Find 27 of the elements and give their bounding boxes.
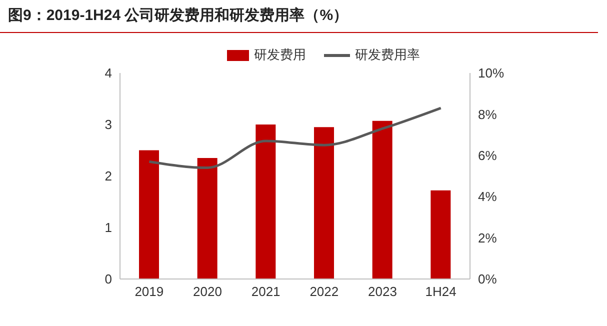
bar <box>139 150 159 279</box>
x-tick-label: 2019 <box>134 284 164 300</box>
x-tick-label: 2021 <box>251 284 280 300</box>
y2-tick-label: 0% <box>478 272 498 287</box>
y2-tick-label: 8% <box>478 106 498 122</box>
y-tick-label: 3 <box>104 117 112 132</box>
line-series <box>148 106 442 170</box>
chart-title: 图9：2019-1H24 公司研发费用和研发费用率（%） <box>0 0 598 33</box>
y-tick-label: 2 <box>104 168 112 184</box>
legend-label: 研发费用 <box>254 46 306 64</box>
y-tick-label: 0 <box>104 272 112 287</box>
y2-tick-label: 2% <box>478 230 498 246</box>
y-tick-label: 1 <box>104 220 112 236</box>
y2-tick-label: 4% <box>478 189 498 204</box>
bar <box>430 190 451 279</box>
y-tick-label: 4 <box>104 66 112 81</box>
bar <box>314 127 334 279</box>
bar <box>197 158 218 279</box>
legend-label: 研发费用率 <box>355 46 420 64</box>
x-tick-label: 2020 <box>193 284 222 300</box>
y2-tick-label: 10% <box>478 66 504 81</box>
x-tick-label: 2023 <box>368 284 397 300</box>
bar <box>256 124 276 279</box>
x-tick-label: 2022 <box>310 284 339 300</box>
x-tick-label: 1H24 <box>425 284 456 300</box>
y2-tick-label: 6% <box>478 148 498 164</box>
bar <box>372 120 392 279</box>
